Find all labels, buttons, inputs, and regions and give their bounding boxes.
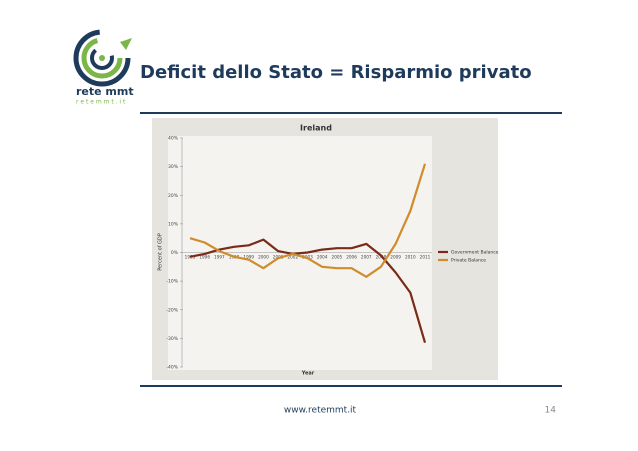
logo-site: r e t e m m t . i t [76, 99, 126, 106]
x-tick-label: 2003 [302, 255, 313, 260]
y-tick-label: -40% [166, 365, 178, 371]
y-tick-label: 10% [168, 221, 179, 227]
footer-url: www.retemmt.it [284, 406, 357, 416]
legend-label: Private Balance [451, 258, 486, 264]
logo-name: rete mmt [76, 85, 134, 98]
legend-label: Government Balance [451, 250, 499, 256]
y-tick-label: -30% [166, 336, 178, 342]
x-tick-label: 2011 [420, 255, 431, 260]
x-tick-label: 2002 [287, 255, 298, 260]
x-tick-label: 2010 [405, 255, 416, 260]
y-tick-label: 0% [171, 250, 179, 256]
x-tick-label: 1999 [243, 255, 254, 260]
y-tick-label: 30% [168, 164, 179, 170]
chart-title: Ireland [300, 124, 332, 133]
x-tick-label: 2000 [258, 255, 269, 260]
x-tick-label: 1996 [199, 255, 210, 260]
plot: -40%-30%-20%-10%0%10%20%30%40%1995 1996 19… [166, 136, 498, 371]
y-tick-label: 20% [168, 193, 179, 199]
y-tick-label: 40% [168, 136, 179, 142]
page-number: 14 [545, 406, 557, 416]
logo [73, 29, 132, 87]
x-tick-label: 2007 [361, 255, 372, 260]
y-tick-label: -20% [166, 307, 178, 313]
x-tick-label: 2006 [346, 255, 357, 260]
y-tick-label: -10% [166, 279, 178, 285]
x-tick-label: 2004 [317, 255, 328, 260]
x-tick-label: 2005 [332, 255, 343, 260]
x-tick-label: 1997 [214, 255, 225, 260]
series-line [189, 163, 427, 278]
y-axis-label: Percent of GDP [158, 233, 164, 271]
slide-title: Deficit dello Stato = Risparmio privato [140, 62, 532, 83]
x-axis-label: Year [301, 371, 315, 377]
x-tick-label: 2009 [390, 255, 401, 260]
